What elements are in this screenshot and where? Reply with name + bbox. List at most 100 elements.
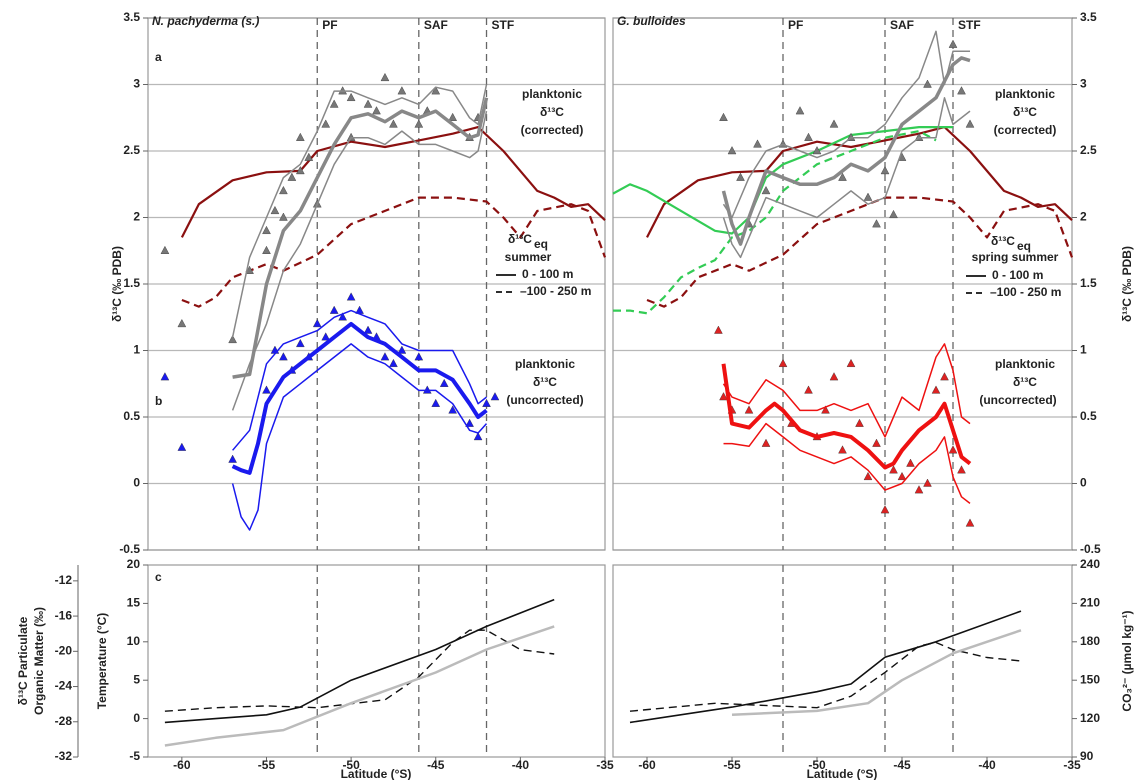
data-point bbox=[473, 432, 483, 441]
data-point bbox=[923, 478, 932, 487]
annotation: –100 - 250 m bbox=[520, 284, 591, 298]
data-point bbox=[897, 471, 907, 481]
data-point bbox=[296, 132, 305, 141]
x-tick-label: -40 bbox=[512, 758, 530, 772]
data-point bbox=[270, 205, 280, 215]
data-point bbox=[889, 209, 898, 219]
data-point bbox=[838, 445, 847, 454]
plot-frame bbox=[147, 564, 606, 758]
data-point bbox=[397, 345, 407, 354]
data-point bbox=[397, 86, 407, 95]
data-point bbox=[329, 305, 339, 314]
data-point bbox=[855, 418, 864, 427]
data-point bbox=[965, 119, 975, 128]
y-axis-title: δ¹³C (‰ PDB) bbox=[1120, 246, 1134, 322]
front-label: SAF bbox=[424, 18, 448, 32]
y3-axis-title: δ¹³C Particulate bbox=[16, 616, 30, 705]
annotation: spring bbox=[972, 250, 1009, 264]
series-line bbox=[231, 110, 488, 411]
data-point bbox=[321, 332, 331, 341]
data-point bbox=[363, 99, 373, 108]
y-tick-label: 0 bbox=[133, 476, 140, 490]
annotation: 0 - 100 m bbox=[522, 267, 573, 281]
series-line bbox=[231, 343, 488, 531]
data-point bbox=[389, 358, 398, 367]
series-line bbox=[721, 56, 971, 246]
data-point bbox=[719, 112, 728, 121]
x-tick-label: -35 bbox=[596, 758, 614, 772]
x-tick-label: -40 bbox=[978, 758, 996, 772]
annotation: planktonic bbox=[515, 357, 575, 371]
front-label: STF bbox=[958, 18, 981, 32]
data-point bbox=[914, 485, 924, 494]
x-tick-label: -45 bbox=[893, 758, 911, 772]
annotation: δ¹³C bbox=[533, 375, 557, 389]
y-tick-label: 180 bbox=[1080, 634, 1100, 648]
data-point bbox=[482, 398, 491, 407]
y-tick-label: 2 bbox=[1080, 210, 1087, 224]
annotation: –100 - 250 m bbox=[990, 285, 1061, 299]
annotation: 0 - 100 m bbox=[992, 268, 1043, 282]
data-point bbox=[304, 152, 314, 161]
data-point bbox=[490, 392, 500, 401]
y-tick-label: 2.5 bbox=[123, 143, 140, 157]
data-point bbox=[795, 106, 805, 115]
data-point bbox=[846, 358, 856, 367]
y2-axis-title: CO₃²⁻ (µmol kg⁻¹) bbox=[1120, 610, 1134, 711]
x-tick-label: -60 bbox=[173, 758, 191, 772]
annotation: eq bbox=[534, 237, 548, 251]
y-tick-label: 120 bbox=[1080, 711, 1100, 725]
data-point bbox=[931, 385, 941, 394]
data-point bbox=[279, 352, 288, 361]
data-point bbox=[228, 454, 237, 463]
series-line bbox=[232, 97, 489, 379]
data-point bbox=[880, 505, 890, 514]
data-point bbox=[431, 86, 441, 95]
data-point bbox=[228, 334, 237, 344]
x-tick-label: -50 bbox=[342, 758, 360, 772]
y-tick-label: 240 bbox=[1080, 557, 1100, 571]
annotation: (corrected) bbox=[994, 123, 1057, 137]
y-tick-label: 2.5 bbox=[1080, 143, 1097, 157]
series-line bbox=[164, 598, 555, 724]
data-point bbox=[957, 86, 966, 95]
data-point bbox=[287, 172, 297, 181]
annotation: (uncorrected) bbox=[506, 393, 583, 407]
annotation: planktonic bbox=[995, 87, 1055, 101]
annotation: (uncorrected) bbox=[979, 393, 1056, 407]
data-point bbox=[804, 385, 813, 394]
x-tick-label: -45 bbox=[427, 758, 445, 772]
series-line bbox=[232, 309, 487, 451]
data-point bbox=[714, 325, 723, 334]
data-point bbox=[296, 338, 305, 348]
panel-label: c bbox=[155, 570, 162, 584]
data-point bbox=[279, 185, 288, 195]
series-line bbox=[722, 97, 971, 259]
data-point bbox=[389, 119, 398, 128]
y-tick-label: 150 bbox=[1080, 672, 1100, 686]
series-line bbox=[646, 126, 1073, 238]
data-point bbox=[736, 172, 745, 181]
y-tick-label: 210 bbox=[1080, 596, 1100, 610]
data-point bbox=[414, 352, 424, 361]
data-point bbox=[262, 385, 271, 394]
x-tick-label: -60 bbox=[638, 758, 656, 772]
series-line bbox=[164, 625, 555, 747]
data-point bbox=[727, 146, 737, 155]
data-point bbox=[363, 325, 373, 334]
data-point bbox=[346, 292, 356, 301]
data-point bbox=[329, 99, 339, 108]
front-label: PF bbox=[788, 18, 803, 32]
data-point bbox=[177, 318, 187, 328]
data-point bbox=[761, 438, 771, 447]
y-tick-label: 1.5 bbox=[1080, 276, 1097, 290]
panel-label: a bbox=[155, 50, 162, 64]
y-tick-label: 20 bbox=[127, 557, 141, 571]
data-point bbox=[838, 172, 847, 181]
data-point bbox=[872, 438, 881, 447]
data-point bbox=[719, 392, 728, 401]
y-tick-label: 3 bbox=[133, 77, 140, 91]
y-tick-label: -0.5 bbox=[119, 542, 140, 556]
series-line bbox=[721, 363, 972, 470]
y-tick-label: 2 bbox=[133, 210, 140, 224]
